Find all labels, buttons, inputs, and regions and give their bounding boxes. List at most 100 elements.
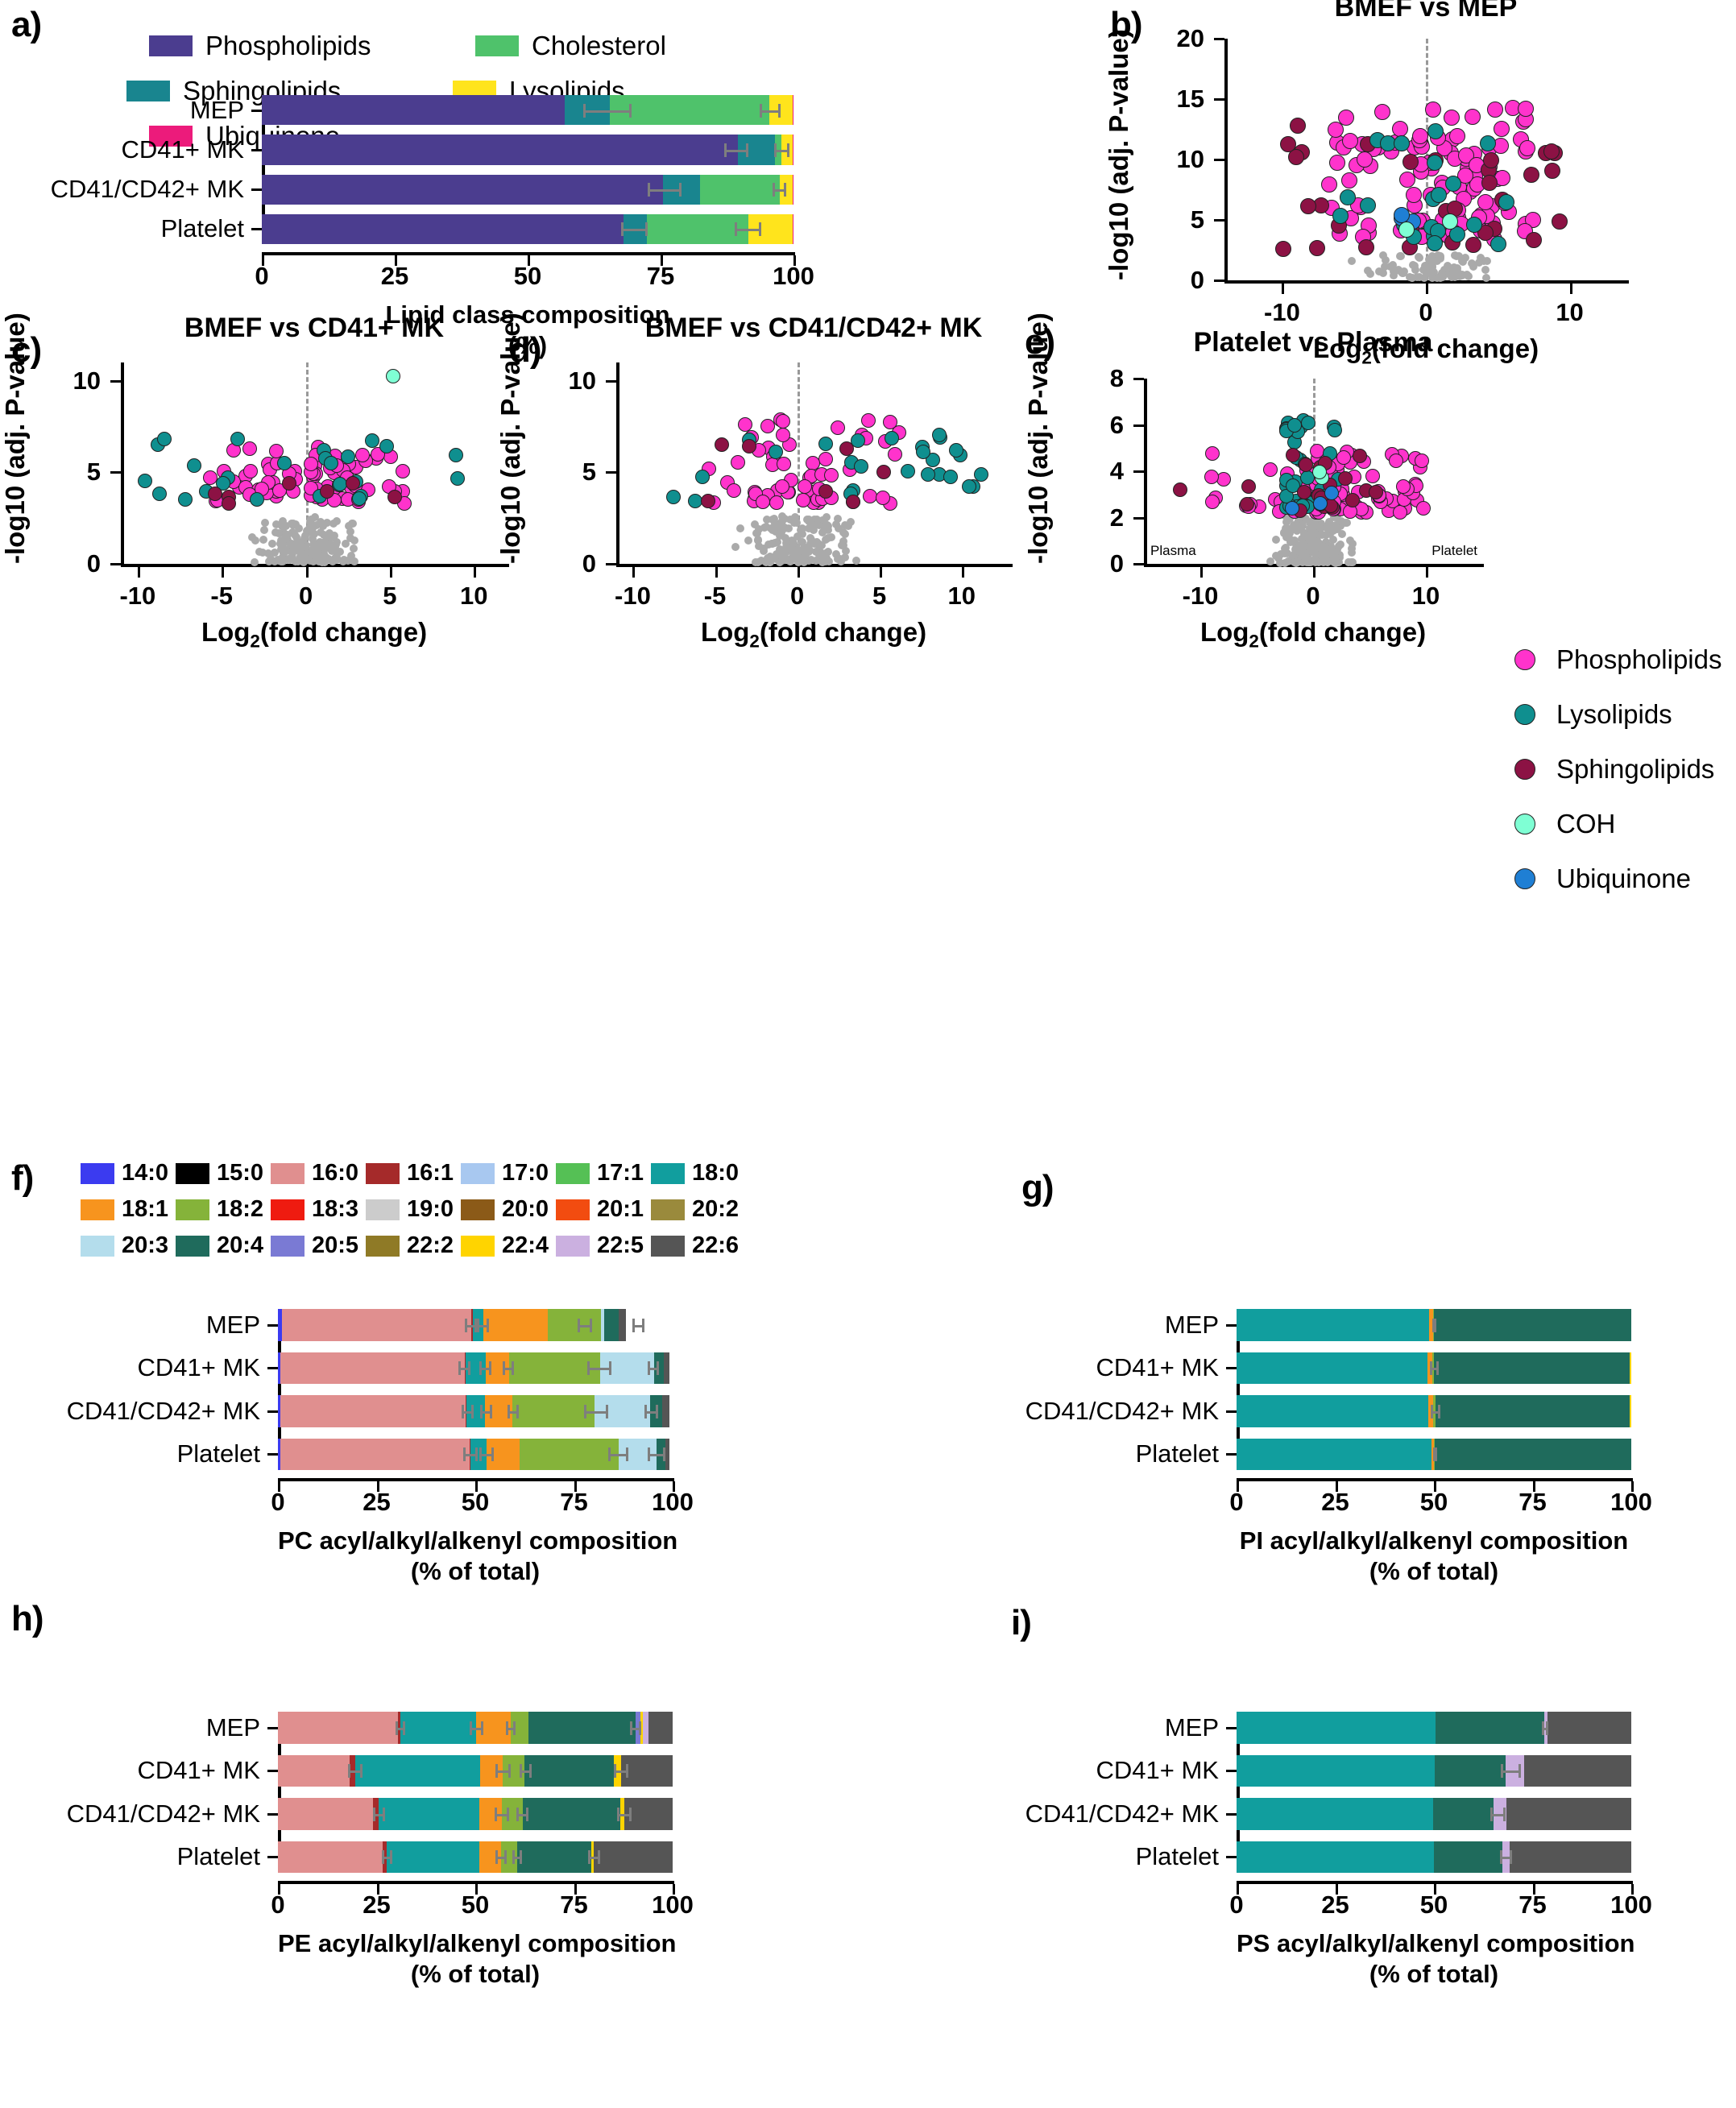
legend-label: 18:3 [312,1196,359,1222]
x-tick [661,255,663,266]
x-tick-label: 10 [460,582,488,610]
scatter-point [1494,120,1510,137]
legend-label: Phospholipids [1556,644,1722,674]
bar-segment-phospholipids [262,135,738,165]
scatter-point [268,540,277,549]
scatter-point [1480,257,1489,266]
scatter-point [329,546,338,555]
x-axis-label: Log2(fold change) [1312,333,1539,368]
bar-segment-16-0 [280,1438,470,1470]
scatter-point [1344,492,1360,507]
legend-fa-item-17-0: 17:0 [461,1160,556,1187]
x-tick [715,567,718,578]
x-tick-label: 50 [461,1891,490,1919]
scatter-point [296,557,305,565]
scatter-point [1216,472,1232,487]
scatter-point [282,522,291,531]
scatter-point [830,420,845,436]
bar-row [278,1712,673,1744]
scatter-point [151,487,167,502]
scatter-point [321,557,329,565]
bar-segment-lysolipids [780,174,793,205]
bar-segment-16-0 [278,1798,374,1830]
x-tick [1532,1481,1535,1492]
legend-item-sphingolipids: Sphingolipids [1514,754,1721,785]
bar-segment-20-4 [1434,1309,1631,1341]
scatter-point [1412,127,1429,144]
scatter-point [854,458,869,474]
legend-swatch-icon [556,1235,590,1257]
y-tick [267,1453,278,1456]
scatter-point [1338,471,1353,487]
scatter-point [1365,468,1380,483]
scatter-point [700,493,715,508]
scatter-point [1353,448,1368,463]
bar-row [1237,1712,1631,1744]
scatter-point [1466,216,1483,233]
scatter-point [781,550,789,559]
scatter-point [310,512,319,521]
scatter-point [822,513,831,522]
scatter-point [1311,557,1320,565]
y-tick-label: 0 [1190,266,1204,294]
x-tick [305,567,309,578]
panel-letter-f: f) [11,1158,34,1198]
scatter-point [809,525,818,534]
legend-swatch-icon [651,1162,685,1184]
chart-c-volcano-bmef-vs-cd41mk: BMEF vs CD41+ MK 0 5 10 -10 -5 0 5 10 -log10 (adj… [0,313,509,652]
bar-segment-22-5 [1502,1841,1510,1873]
bar-segment-18-2 [503,1754,525,1787]
scatter-point [812,547,821,556]
legend-fa-row: 14:0 15:0 16:0 16:1 17:0 17:1 18:0 [81,1160,746,1187]
x-tick-label: 75 [1518,1488,1547,1516]
scatter-point [1392,120,1409,137]
scatter-point [839,441,855,456]
scatter-point [883,414,898,429]
y-tick [1226,1453,1237,1456]
y-tick-label: 0 [86,549,101,578]
x-tick [1282,284,1285,294]
scatter-point [387,490,402,505]
scatter-point [316,517,325,526]
scatter-point [1474,258,1483,267]
bar-segment-18-0 [400,1712,477,1744]
scatter-point [1204,446,1220,462]
scatter-point [1369,484,1384,499]
chart-g-pi-composition: MEP CD41+ MK CD41/CD42+ MK Platelet 0 25 50 75 1… [1025,1309,1652,1585]
x-tick [376,1884,379,1895]
scatter-point [1411,266,1419,275]
x-tick [879,567,882,578]
x-tick [262,255,264,266]
scatter-point [1332,557,1340,566]
scatter-point [795,557,803,565]
scatter-point [789,539,798,548]
y-tick-label: 10 [1176,145,1204,173]
scatter-point [329,533,338,542]
x-tick-label: 100 [1610,1891,1652,1919]
scatter-point [1298,534,1307,543]
bar-segment-18-0 [470,1438,487,1470]
y-tick [251,148,262,151]
legend-swatch-icon [556,1162,590,1184]
legend-fa-row: 20:3 20:4 20:5 22:2 22:4 22:5 22:6 [81,1232,746,1259]
scatter-point [1465,236,1482,253]
scatter-point [1519,140,1536,157]
bar-segment-20-4 [653,1352,665,1384]
bar-segment-18-1 [479,1798,502,1830]
x-tick [632,567,636,578]
scatter-point [1525,232,1542,248]
legend-fa-row: 18:1 18:2 18:3 19:0 20:0 20:1 20:2 [81,1196,746,1223]
x-tick [475,1481,478,1492]
scatter-point [769,445,784,460]
scatter-point [1289,118,1306,135]
scatter-point [1329,536,1338,545]
scatter-point [276,539,284,548]
scatter-point [348,519,357,528]
scatter-point [1389,260,1398,269]
scatter-point [839,528,848,536]
bar-segment-18-0 [1237,1438,1431,1470]
legend-label: 18:1 [122,1196,169,1222]
scatter-point [1316,523,1325,532]
scatter-point [1421,261,1430,270]
scatter-point [796,492,811,507]
